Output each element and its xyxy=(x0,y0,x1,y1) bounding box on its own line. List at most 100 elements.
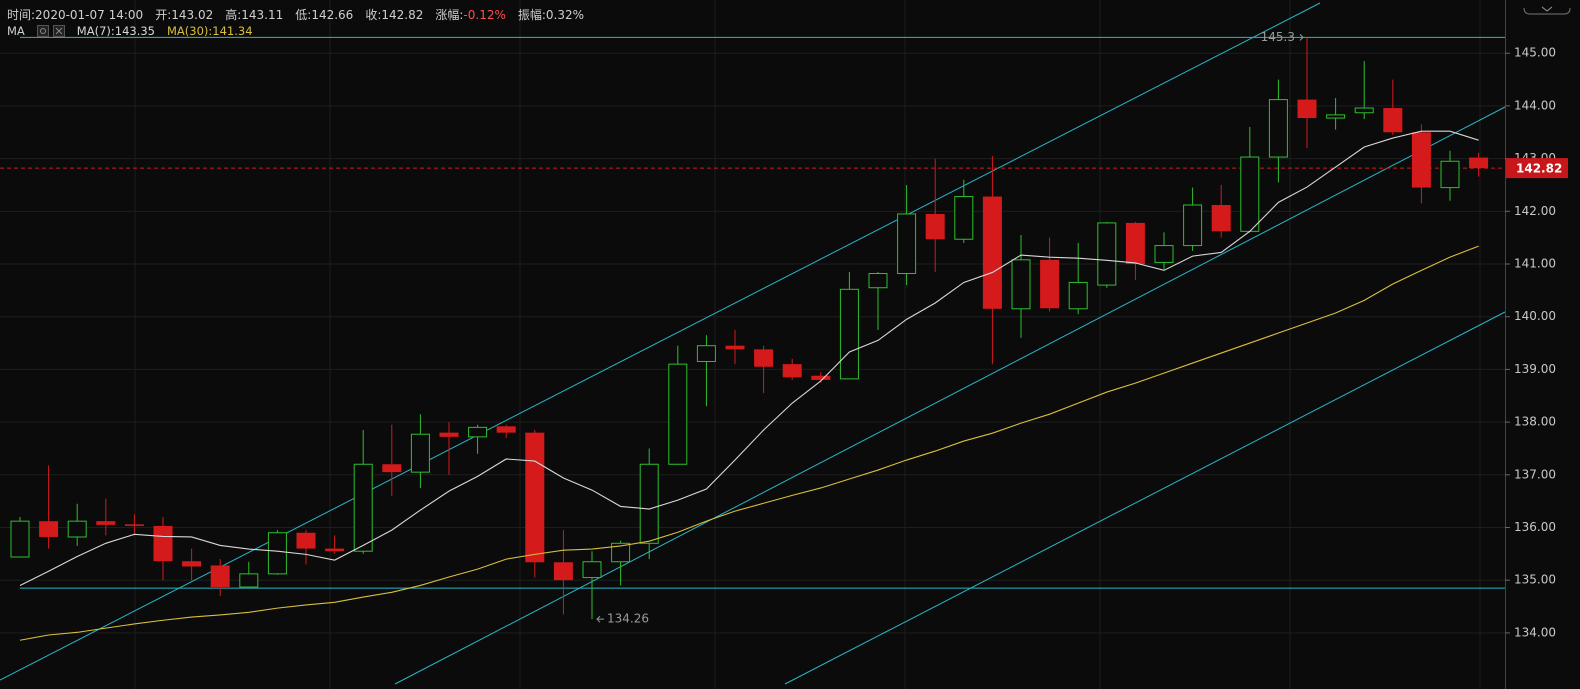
info-label: 开: xyxy=(155,8,172,22)
y-tick-label: 145.00 xyxy=(1514,46,1556,60)
moving-averages xyxy=(19,130,1479,641)
info-label: 低: xyxy=(295,8,312,22)
info-item: 时间:2020-01-07 14:00 xyxy=(7,6,143,23)
last-price-box xyxy=(1506,158,1568,179)
legend: MA MA(7):143.35 MA(30):141.34 xyxy=(7,24,253,38)
candle-body xyxy=(725,345,745,350)
candle-body xyxy=(982,196,1002,309)
candle-body xyxy=(639,463,659,544)
candle-body xyxy=(582,561,602,579)
info-item: 低:142.66 xyxy=(295,6,353,23)
info-value: 142.82 xyxy=(381,8,424,22)
info-item: 收:142.82 xyxy=(365,6,423,23)
info-label: 振幅: xyxy=(517,8,546,22)
candle-body xyxy=(1183,204,1203,247)
candle-body xyxy=(754,349,774,367)
candle-body xyxy=(839,288,859,380)
info-item: 振幅:0.32% xyxy=(518,6,584,23)
candle-body xyxy=(782,364,802,378)
indicator-icons[interactable] xyxy=(36,25,65,37)
y-tick-label: 135.00 xyxy=(1514,573,1556,587)
info-label: 收: xyxy=(365,8,382,22)
candle-body xyxy=(410,433,430,473)
close-icon[interactable] xyxy=(52,25,65,37)
candle-body xyxy=(1040,259,1060,309)
candle-body xyxy=(153,525,173,562)
info-item: 涨幅:-0.12% xyxy=(435,6,506,23)
info-value: 143.02 xyxy=(171,8,214,22)
info-value: 142.66 xyxy=(311,8,354,22)
y-tick-label: 138.00 xyxy=(1514,415,1556,429)
y-axis: 134.00 135.00 136.00 137.00 138.00 139.00 140.… xyxy=(1505,46,1556,639)
y-tick-label: 139.00 xyxy=(1514,362,1556,376)
candle-body xyxy=(954,196,974,240)
candle-body xyxy=(210,565,230,588)
info-value: 0.32% xyxy=(545,8,585,22)
candle-body xyxy=(1297,99,1317,119)
info-label: 时间: xyxy=(7,8,36,22)
info-bar: 时间:2020-01-07 14:00 开:143.02 高:143.11 低:142… xyxy=(7,6,584,23)
y-tick-label: 136.00 xyxy=(1514,520,1556,534)
candle-body xyxy=(897,213,917,274)
candle-body xyxy=(668,363,688,465)
candle-body xyxy=(1097,222,1117,286)
y-tick-label: 141.00 xyxy=(1514,257,1556,271)
min-arrow xyxy=(596,615,604,623)
candle-body xyxy=(925,213,945,240)
candle-body xyxy=(353,463,373,552)
axis-panel xyxy=(1505,0,1580,689)
candle-body xyxy=(696,345,716,362)
candle-body xyxy=(611,542,631,563)
channel-line xyxy=(784,311,1506,685)
candle-body xyxy=(496,426,516,433)
y-tick-label: 142.00 xyxy=(1514,204,1556,218)
min-label: 134.26 xyxy=(607,612,649,626)
candle-body xyxy=(811,375,831,380)
candle-body xyxy=(468,426,488,438)
candle-body xyxy=(1068,281,1088,310)
info-value: 143.11 xyxy=(241,8,284,22)
info-label: 涨幅: xyxy=(435,8,464,22)
max-label: 145.3 xyxy=(1261,30,1295,44)
candle-body xyxy=(39,521,59,537)
candle-body xyxy=(525,432,545,563)
legend-entry: MA(30):141.34 xyxy=(167,24,253,38)
candle-body xyxy=(267,532,287,575)
vertical-grid xyxy=(134,0,1481,689)
y-tick-label: 144.00 xyxy=(1514,98,1556,112)
candle-body xyxy=(1354,107,1374,114)
y-tick-label: 134.00 xyxy=(1514,625,1556,639)
candle-body xyxy=(182,561,202,567)
candle-body xyxy=(868,272,888,289)
grid xyxy=(0,52,1505,634)
max-arrow xyxy=(1299,34,1304,41)
settings-icon[interactable] xyxy=(36,25,49,37)
candle-body xyxy=(296,532,316,549)
candle-body xyxy=(1011,259,1031,310)
candle-body xyxy=(1240,156,1260,232)
candle-body xyxy=(67,520,87,538)
annotations: 142.82 145.3 134.26 xyxy=(596,30,1568,626)
candle-body xyxy=(1268,99,1288,158)
candle-body xyxy=(382,464,402,473)
candle-body xyxy=(1469,157,1489,169)
ma-line xyxy=(19,245,1479,641)
y-tick-label: 137.00 xyxy=(1514,467,1556,481)
info-item: 开:143.02 xyxy=(155,6,213,23)
menu-chevron[interactable] xyxy=(1541,6,1553,12)
y-tick-label: 140.00 xyxy=(1514,309,1556,323)
ma-line xyxy=(19,130,1479,586)
candle-body xyxy=(239,573,259,588)
candle-body xyxy=(1154,245,1174,263)
candle-body xyxy=(10,520,30,558)
menu-tab[interactable] xyxy=(1523,7,1571,15)
candle-body xyxy=(325,548,345,552)
candle-body xyxy=(1383,108,1403,133)
candle-body xyxy=(1411,132,1431,188)
last-price-label: 142.82 xyxy=(1516,162,1562,176)
indicator-name: MA xyxy=(7,24,25,38)
candle-body xyxy=(439,432,459,437)
